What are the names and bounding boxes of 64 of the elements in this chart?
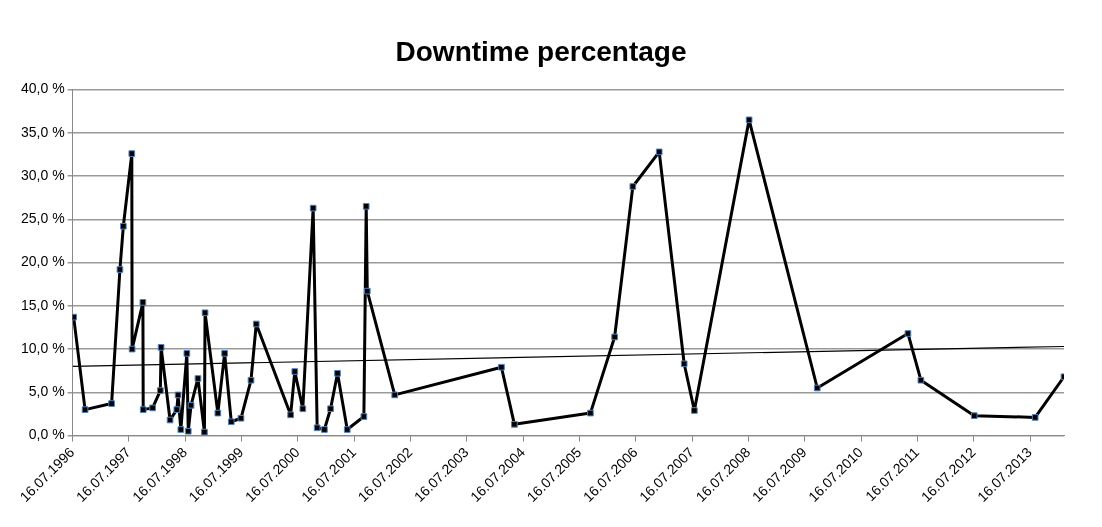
point (655, 148, 663, 156)
point (157, 344, 165, 351)
point (237, 414, 245, 422)
point (177, 426, 185, 433)
point (128, 345, 136, 353)
point (247, 376, 255, 384)
point (128, 150, 136, 157)
point (157, 387, 164, 394)
point (511, 421, 518, 428)
y-tick-label: 40,0 % (20, 80, 65, 97)
point (691, 407, 698, 414)
point (201, 309, 209, 317)
y-tick-label: 35,0 % (20, 123, 65, 140)
point (611, 333, 618, 341)
point (139, 299, 147, 306)
point (108, 400, 115, 407)
point (291, 368, 299, 375)
point (327, 405, 334, 413)
y-tick-label: 5,0 % (28, 383, 65, 400)
point (221, 350, 228, 357)
point (184, 427, 192, 435)
point (166, 416, 174, 424)
y-tick-label: 30,0 % (20, 166, 65, 183)
point (287, 411, 294, 419)
point (362, 203, 370, 210)
point (360, 413, 368, 420)
point (334, 369, 341, 377)
point (252, 320, 260, 328)
point (119, 222, 127, 230)
point (173, 406, 181, 413)
point (343, 426, 351, 433)
point (391, 391, 399, 399)
point (201, 428, 208, 436)
point (139, 406, 147, 413)
point (321, 426, 328, 433)
point (1031, 414, 1039, 421)
point (680, 360, 688, 368)
point (363, 287, 371, 295)
point (187, 401, 195, 409)
point (313, 424, 321, 432)
point (214, 409, 222, 417)
point (194, 375, 202, 382)
point (745, 116, 753, 124)
chart-title: Downtime percentage (395, 35, 687, 67)
point (183, 350, 191, 357)
point (309, 204, 317, 212)
y-tick-label: 0,0 % (28, 426, 65, 443)
point (587, 409, 594, 417)
point (299, 405, 307, 413)
y-tick-label: 25,0 % (20, 210, 65, 227)
y-tick-label: 20,0 % (20, 253, 65, 270)
y-tick-label: 10,0 % (20, 339, 65, 356)
point (970, 412, 978, 420)
point (917, 376, 925, 384)
point (498, 363, 505, 371)
point (629, 183, 637, 190)
point (813, 384, 821, 392)
point (174, 391, 182, 399)
point (116, 266, 124, 273)
y-tick-label: 15,0 % (20, 296, 65, 313)
point (149, 404, 156, 412)
point (227, 418, 235, 426)
point (904, 330, 912, 337)
point (81, 406, 89, 413)
